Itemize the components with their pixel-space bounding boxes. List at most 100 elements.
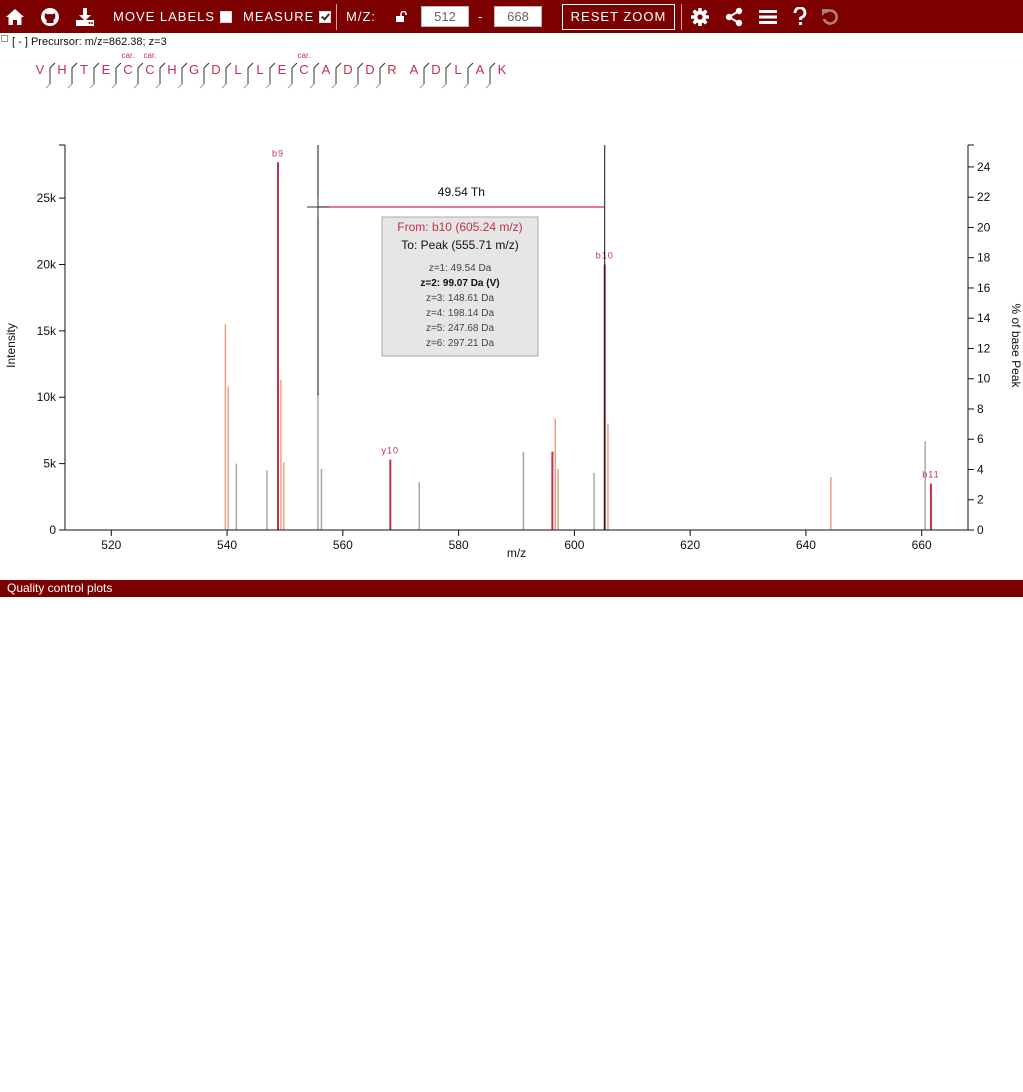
y2-tick-label: 0 xyxy=(977,523,984,537)
residue-8: G xyxy=(189,62,199,77)
fragment-cleavage-marker xyxy=(111,83,117,89)
residue-22: K xyxy=(498,62,507,77)
fragment-cleavage-marker xyxy=(137,62,144,84)
settings-button[interactable] xyxy=(690,0,710,33)
residue-10: L xyxy=(234,62,241,77)
residue-21: A xyxy=(476,62,485,77)
lock-icon xyxy=(396,10,407,22)
measure-label: MEASURE xyxy=(243,9,315,24)
quality-control-bar[interactable]: Quality control plots » xyxy=(0,580,1023,1092)
fragment-cleavage-marker xyxy=(309,83,315,89)
y-tick-label: 5k xyxy=(43,457,57,471)
fragment-cleavage-marker xyxy=(45,83,51,89)
measure-charge-line: z=5: 247.68 Da xyxy=(426,323,495,334)
measure-checkbox[interactable] xyxy=(319,10,332,23)
share-button[interactable] xyxy=(724,0,744,33)
fragment-cleavage-marker xyxy=(199,83,205,89)
residue-17: R xyxy=(387,62,396,77)
fragment-cleavage-marker xyxy=(133,83,139,89)
fragment-cleavage-marker xyxy=(375,83,381,89)
x-tick-label: 660 xyxy=(912,538,932,552)
github-button[interactable] xyxy=(40,0,60,33)
toolbar-divider xyxy=(681,4,682,30)
undo-button[interactable] xyxy=(820,0,840,33)
residue-3: T xyxy=(80,62,88,77)
mz-max-input[interactable]: 668 xyxy=(494,6,542,27)
mz-lock-button[interactable] xyxy=(395,0,407,33)
x-tick-label: 620 xyxy=(680,538,700,552)
y2-tick-label: 6 xyxy=(977,432,984,446)
help-button[interactable] xyxy=(792,0,808,33)
y-axis-label: Intensity xyxy=(4,323,18,368)
move-labels-toggle[interactable]: MOVE LABELS xyxy=(113,0,233,33)
panel-resize-handle[interactable] xyxy=(1,35,8,42)
measure-charge-line: z=4: 198.14 Da xyxy=(426,308,495,319)
expand-chevron-icon[interactable]: » xyxy=(506,1085,518,1092)
download-button[interactable] xyxy=(75,0,95,33)
residue-11: L xyxy=(256,62,263,77)
fragment-cleavage-marker xyxy=(463,83,469,89)
fragment-cleavage-marker xyxy=(331,83,337,89)
mz-min-input[interactable]: 512 xyxy=(421,6,469,27)
fragment-cleavage-marker xyxy=(441,83,447,89)
home-icon xyxy=(6,8,24,25)
residue-7: H xyxy=(167,62,176,77)
y2-tick-label: 8 xyxy=(977,402,984,416)
fragment-cleavage-marker xyxy=(221,83,227,89)
y2-tick-label: 10 xyxy=(977,372,991,386)
measure-charge-line: z=3: 148.61 Da xyxy=(426,293,495,304)
x-axis-label: m/z xyxy=(507,546,526,560)
y-tick-label: 15k xyxy=(37,324,57,338)
modification-label: car. xyxy=(144,51,157,60)
move-labels-checkbox[interactable] xyxy=(220,10,233,23)
fragment-cleavage-marker xyxy=(71,62,78,84)
x-tick-label: 600 xyxy=(564,538,584,552)
fragment-cleavage-marker xyxy=(265,83,271,89)
precursor-info: [ - ] Precursor: m/z=862.38; z=3 xyxy=(12,36,167,48)
y-tick-label: 25k xyxy=(37,191,57,205)
fragment-cleavage-marker xyxy=(49,62,56,84)
measure-tooltip-box xyxy=(381,216,539,357)
precursor-text: Precursor: m/z=862.38; z=3 xyxy=(30,36,167,48)
y2-tick-label: 22 xyxy=(977,190,991,204)
fragment-cleavage-marker xyxy=(181,62,188,84)
fragment-cleavage-marker xyxy=(269,62,276,84)
measure-toggle[interactable]: MEASURE xyxy=(243,0,332,33)
y2-tick-label: 16 xyxy=(977,281,991,295)
x-tick-label: 640 xyxy=(796,538,816,552)
y2-axis-label: % of base Peak xyxy=(1009,303,1023,388)
residue-19: D xyxy=(431,62,440,77)
mz-range-dash: - xyxy=(478,9,484,24)
peak-label: b9 xyxy=(272,148,284,158)
residue-4: E xyxy=(102,62,111,77)
y2-tick-label: 2 xyxy=(977,493,984,507)
fragment-cleavage-marker xyxy=(225,62,232,84)
y2-tick-label: 12 xyxy=(977,341,991,355)
toolbar: MOVE LABELS MEASURE M/Z: 512 - 668 RESET… xyxy=(0,0,1023,33)
reset-zoom-button[interactable]: RESET ZOOM xyxy=(562,3,675,30)
y-tick-label: 10k xyxy=(37,390,57,404)
mz-range-label: M/Z: xyxy=(346,9,376,24)
residue-15: D xyxy=(343,62,352,77)
undo-icon xyxy=(822,8,838,25)
fragment-cleavage-marker xyxy=(489,62,496,84)
y2-tick-label: 20 xyxy=(977,220,991,234)
help-icon xyxy=(793,6,807,25)
peak-label: b11 xyxy=(922,470,939,480)
y-tick-label: 0 xyxy=(49,523,56,537)
fragment-cleavage-marker xyxy=(467,62,474,84)
move-labels-label: MOVE LABELS xyxy=(113,9,216,24)
measure-tooltip-charges: z=1: 49.54 Da z=2: 99.07 Da (V) z=3: 148.6… xyxy=(420,263,499,349)
home-button[interactable] xyxy=(5,0,25,33)
fragment-cleavage-marker xyxy=(313,62,320,84)
download-icon xyxy=(76,7,94,26)
precursor-toggle[interactable]: [ - ] xyxy=(12,36,28,48)
menu-button[interactable] xyxy=(758,0,778,33)
fragment-cleavage-marker xyxy=(93,62,100,84)
fragment-cleavage-marker xyxy=(335,62,342,84)
measure-tooltip-to: To: Peak (555.71 m/z) xyxy=(401,238,518,252)
measure-charge-line: z=2: 99.07 Da (V) xyxy=(420,278,499,289)
